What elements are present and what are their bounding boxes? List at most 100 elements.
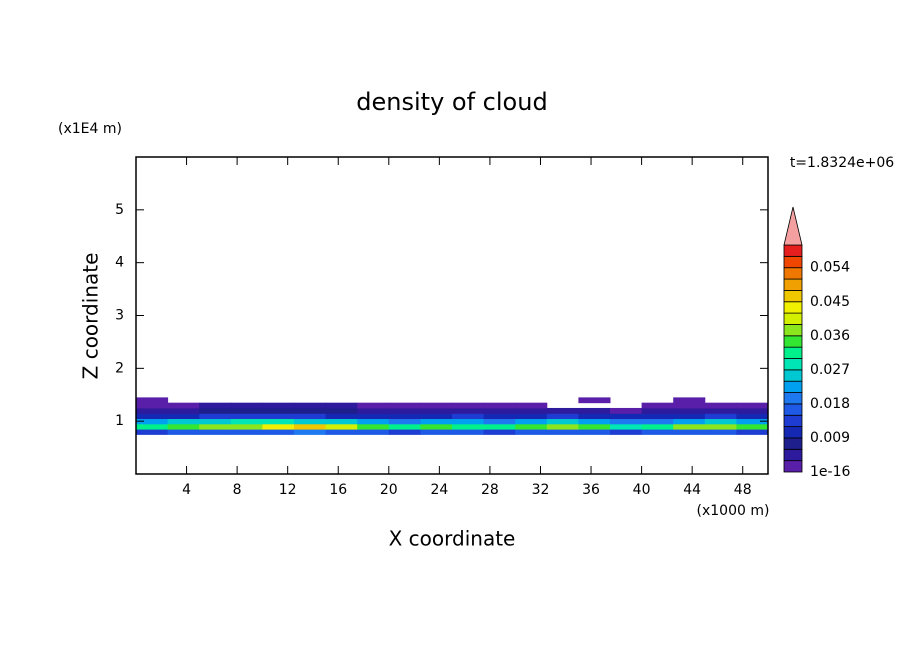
contour-cell xyxy=(483,407,516,414)
contour-cell xyxy=(357,413,390,420)
contour-cell xyxy=(578,397,611,404)
x-tick-label: 40 xyxy=(633,482,651,498)
contour-cell xyxy=(357,423,390,430)
y-tick-label: 4 xyxy=(115,255,124,271)
colorbar-box xyxy=(783,460,803,473)
colorbar-box xyxy=(783,324,803,337)
contour-cell xyxy=(357,418,390,425)
contour-cell xyxy=(199,402,232,409)
x-tick-label: 4 xyxy=(182,482,191,498)
contour-cell xyxy=(483,413,516,420)
contour-cell xyxy=(704,413,737,420)
colorbar-box xyxy=(783,289,803,303)
colorbar-label: 1e-16 xyxy=(810,464,850,480)
contour-cell xyxy=(420,418,453,425)
contour-cell xyxy=(294,418,327,425)
contour-cell xyxy=(262,418,295,425)
contour-cell xyxy=(610,429,643,435)
contour-cell xyxy=(136,407,169,414)
contour-cell xyxy=(673,413,706,420)
contour-cell xyxy=(610,418,643,425)
contour-cell xyxy=(325,418,358,425)
contour-cell xyxy=(673,429,706,435)
contour-cell xyxy=(388,423,421,430)
contour-cell xyxy=(483,429,516,435)
contour-cell xyxy=(388,413,421,420)
contour-cell xyxy=(325,402,358,409)
x-tick-label: 48 xyxy=(734,482,752,498)
colorbar-box xyxy=(783,392,803,405)
colorbar-box xyxy=(783,255,803,269)
y-axis-label: Z coordinate xyxy=(79,253,103,380)
contour-cell xyxy=(230,402,263,409)
contour-cell xyxy=(641,423,674,430)
colorbar-label: 0.018 xyxy=(810,396,850,412)
contour-cell xyxy=(452,402,485,409)
contour-cell xyxy=(641,413,674,420)
contour-cell xyxy=(736,407,769,414)
x-tick-label: 44 xyxy=(683,482,701,498)
contour-cell xyxy=(262,407,295,414)
y-tick-label: 5 xyxy=(115,202,124,218)
colorbar-box xyxy=(783,267,803,280)
x-tick-label: 12 xyxy=(279,482,297,498)
contour-cell xyxy=(578,413,611,420)
contour-cell xyxy=(515,402,548,409)
colorbar-label: 0.027 xyxy=(810,362,850,378)
contour-cell xyxy=(420,402,453,409)
contour-cell xyxy=(262,423,295,430)
contour-cell xyxy=(736,429,769,435)
contour-cell xyxy=(641,418,674,425)
x-tick-label: 28 xyxy=(481,482,499,498)
colorbar-box xyxy=(783,426,803,439)
contour-cell xyxy=(230,429,263,435)
annotation: t=1.8324e+06 xyxy=(790,155,894,171)
colorbar-label: 0.036 xyxy=(810,328,850,344)
colorbar-extend xyxy=(783,206,803,246)
colorbar-box xyxy=(783,403,803,416)
contour-cell xyxy=(610,407,643,414)
contour-cell xyxy=(136,397,169,404)
contour-cell xyxy=(673,418,706,425)
x-tick-label: 8 xyxy=(233,482,242,498)
contour-cell xyxy=(167,418,200,425)
contour-cell xyxy=(388,407,421,414)
contour-cell xyxy=(704,423,737,430)
x-tick-label: 32 xyxy=(532,482,550,498)
contour-cell xyxy=(199,423,232,430)
y-tick-label: 2 xyxy=(115,360,124,376)
contour-cell xyxy=(515,423,548,430)
contour-cell xyxy=(420,429,453,435)
colorbar-box xyxy=(783,346,803,359)
y-unit: (x1E4 m) xyxy=(58,121,122,137)
y-tick-label: 1 xyxy=(115,413,124,429)
contour-cell xyxy=(357,407,390,414)
contour-cell xyxy=(325,423,358,430)
colorbar-box xyxy=(783,448,803,462)
colorbar-box xyxy=(783,437,803,450)
contour-cell xyxy=(736,402,769,409)
contour-cell xyxy=(136,402,169,409)
contour-cell xyxy=(546,418,579,425)
contour-cell xyxy=(294,407,327,414)
contour-cell xyxy=(736,413,769,420)
x-tick-label: 24 xyxy=(430,482,448,498)
contour-cell xyxy=(515,407,548,414)
contour-cell xyxy=(578,418,611,425)
colorbar-box xyxy=(783,278,803,291)
x-tick-label: 36 xyxy=(582,482,600,498)
contour-cell xyxy=(357,429,390,435)
contour-cell xyxy=(357,402,390,409)
contour-cell xyxy=(420,423,453,430)
contour-cell xyxy=(546,407,579,414)
y-tick-label: 3 xyxy=(115,308,124,324)
contour-cell xyxy=(167,423,200,430)
contour-cell xyxy=(199,413,232,420)
contour-cell xyxy=(546,423,579,430)
contour-cell xyxy=(483,402,516,409)
contour-cell xyxy=(736,418,769,425)
contour-cell xyxy=(452,413,485,420)
colorbar-box xyxy=(783,380,803,393)
contour-cell xyxy=(452,418,485,425)
contour-cell xyxy=(736,423,769,430)
